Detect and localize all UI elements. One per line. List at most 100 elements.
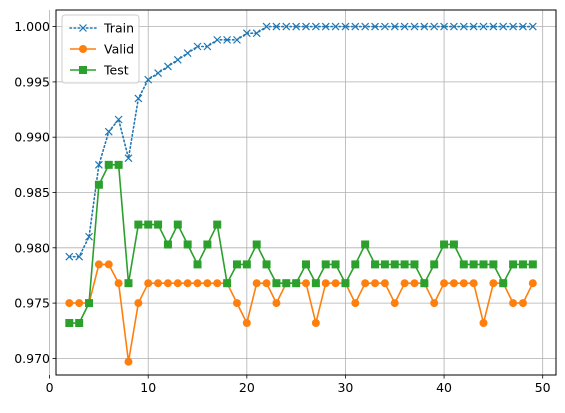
data-point-test xyxy=(232,260,241,269)
data-point-train xyxy=(144,75,153,84)
x-tick-label: 40 xyxy=(436,380,452,395)
data-point-test xyxy=(144,220,153,229)
data-point-valid xyxy=(75,299,84,308)
data-point-valid xyxy=(430,299,439,308)
data-point-valid xyxy=(410,279,419,288)
data-point-test xyxy=(163,240,172,249)
data-point-test xyxy=(292,279,301,288)
data-point-valid xyxy=(509,299,518,308)
data-point-test xyxy=(173,220,182,229)
data-point-test xyxy=(361,240,370,249)
data-point-train xyxy=(380,22,389,31)
data-point-valid xyxy=(203,279,212,288)
data-point-train xyxy=(469,22,478,31)
data-point-train xyxy=(124,154,133,163)
legend-label-train: Train xyxy=(103,21,134,36)
data-point-test xyxy=(223,279,232,288)
data-point-train xyxy=(75,252,84,261)
data-point-valid xyxy=(183,279,192,288)
data-point-train xyxy=(154,69,162,77)
data-point-train xyxy=(242,29,251,38)
data-point-train xyxy=(252,29,261,38)
data-point-train xyxy=(361,22,370,31)
data-point-test xyxy=(321,260,330,269)
y-tick-label: 1.000 xyxy=(14,19,50,34)
data-point-test xyxy=(252,240,261,249)
data-point-valid xyxy=(213,279,222,288)
data-point-train xyxy=(430,22,439,31)
data-point-valid xyxy=(400,279,409,288)
data-point-test xyxy=(193,260,202,269)
data-point-valid xyxy=(193,279,202,288)
data-point-test xyxy=(262,260,271,269)
data-point-valid xyxy=(144,279,153,288)
data-point-valid xyxy=(459,279,468,288)
data-point-test xyxy=(65,319,74,328)
data-point-test xyxy=(469,260,478,269)
data-point-test xyxy=(331,260,340,269)
data-point-test xyxy=(282,279,291,288)
data-point-train xyxy=(223,35,232,44)
data-point-valid xyxy=(440,279,449,288)
data-point-valid xyxy=(302,279,310,288)
data-point-valid xyxy=(163,279,172,288)
legend-marker-train xyxy=(79,24,87,32)
data-point-valid xyxy=(114,279,123,288)
data-point-train xyxy=(528,22,537,31)
y-tick-label: 0.995 xyxy=(14,74,50,89)
data-point-test xyxy=(124,279,133,288)
data-point-test xyxy=(371,260,380,269)
data-point-train xyxy=(459,22,468,31)
data-point-train xyxy=(292,22,301,31)
data-point-test xyxy=(449,240,458,249)
x-tick-label: 20 xyxy=(239,380,255,395)
data-point-valid xyxy=(311,319,320,328)
data-point-valid xyxy=(380,279,389,288)
data-point-test xyxy=(380,260,389,269)
y-tick-label: 0.990 xyxy=(14,130,50,145)
legend-marker-valid xyxy=(79,45,87,53)
data-point-train xyxy=(420,22,429,31)
data-point-train xyxy=(134,94,143,103)
data-point-test xyxy=(351,260,360,269)
data-point-valid xyxy=(232,299,241,308)
data-point-train xyxy=(479,22,488,31)
data-point-test xyxy=(509,260,518,269)
data-point-test xyxy=(390,260,399,269)
data-point-test xyxy=(104,160,113,169)
data-point-valid xyxy=(104,260,113,269)
data-point-train xyxy=(85,232,93,241)
data-point-train xyxy=(450,22,458,31)
data-point-train xyxy=(262,22,271,31)
data-point-valid xyxy=(272,299,281,308)
data-point-test xyxy=(440,240,449,249)
y-tick-label: 0.985 xyxy=(14,185,50,200)
data-point-train xyxy=(104,127,113,136)
series-test xyxy=(65,160,537,328)
data-point-train xyxy=(371,22,379,31)
y-tick-label: 0.980 xyxy=(14,240,50,255)
data-point-train xyxy=(519,22,527,31)
data-point-test xyxy=(302,260,310,269)
data-point-test xyxy=(518,260,527,269)
x-tick-label: 0 xyxy=(46,380,54,395)
data-point-test xyxy=(341,279,350,288)
data-point-test xyxy=(479,260,488,269)
data-point-train xyxy=(114,115,123,124)
data-point-valid xyxy=(479,319,488,328)
x-tick-label: 10 xyxy=(140,380,156,395)
data-point-test xyxy=(489,260,498,269)
data-point-train xyxy=(400,22,409,31)
series-layer xyxy=(65,22,537,366)
data-point-train xyxy=(65,252,74,261)
legend-label-test: Test xyxy=(103,63,129,78)
data-point-test xyxy=(528,260,537,269)
data-point-test xyxy=(154,220,163,229)
data-point-train xyxy=(282,22,291,31)
data-point-train xyxy=(390,22,399,31)
data-point-train xyxy=(183,49,192,58)
data-point-valid xyxy=(124,357,133,366)
data-point-train xyxy=(173,55,182,64)
data-point-valid xyxy=(331,279,340,288)
